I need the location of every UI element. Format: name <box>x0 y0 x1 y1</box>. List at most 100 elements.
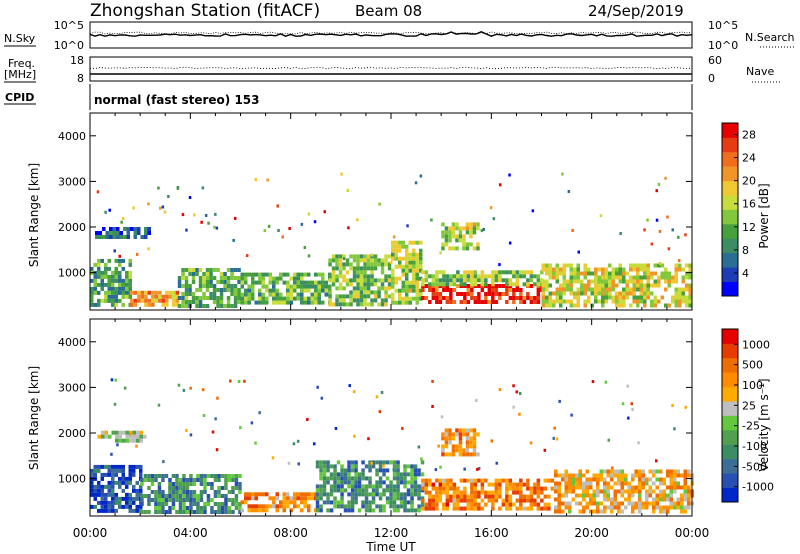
heatmap-cell <box>158 290 162 295</box>
heatmap-cell <box>196 474 200 478</box>
heatmap-cell <box>666 505 670 510</box>
heatmap-cell <box>375 460 379 465</box>
heatmap-cell <box>389 480 393 485</box>
heatmap-cell <box>373 298 378 303</box>
heatmap-cell <box>562 267 566 272</box>
heatmap-cell <box>480 478 485 483</box>
heatmap-cell <box>466 478 471 483</box>
heatmap-cell <box>286 280 290 285</box>
heatmap-cell <box>451 246 456 251</box>
heatmap-cell <box>529 274 534 279</box>
heatmap-cell <box>384 254 388 259</box>
heatmap-cell <box>361 460 365 465</box>
heatmap-cell <box>343 480 348 485</box>
heatmap-cell <box>268 504 272 509</box>
heatmap-cell <box>199 510 204 514</box>
heatmap-cell <box>361 476 365 481</box>
heatmap-cell <box>529 494 534 499</box>
heatmap-cell <box>660 263 664 268</box>
heatmap-cell <box>445 498 450 503</box>
heatmap-cell <box>340 468 344 473</box>
heatmap-cell <box>107 298 111 303</box>
heatmap-cell <box>385 476 390 481</box>
x-tick-label: 00:00 <box>675 526 710 540</box>
heatmap-cell <box>462 238 466 243</box>
heatmap-cell <box>484 274 488 279</box>
heatmap-cell <box>111 278 115 283</box>
heatmap-cell <box>428 478 432 483</box>
heatmap-cell <box>590 303 594 308</box>
heatmap-cell <box>387 266 392 271</box>
heatmap-cell <box>139 504 143 509</box>
heatmap-cell <box>178 482 183 486</box>
heatmap-cell <box>368 492 372 497</box>
heatmap-cell <box>473 506 478 511</box>
heatmap-cell <box>342 302 346 307</box>
heatmap-cell <box>123 227 127 231</box>
heatmap-cell <box>107 508 111 513</box>
heatmap-cell <box>363 286 367 291</box>
heatmap-cell <box>403 484 407 489</box>
heatmap-cell <box>128 286 132 291</box>
heatmap-cell <box>231 478 235 482</box>
heatmap-cell <box>491 292 495 296</box>
heatmap-cell <box>673 489 677 494</box>
heatmap-cell <box>258 508 262 513</box>
heatmap-cell <box>412 272 416 277</box>
heatmap-cell <box>620 489 624 494</box>
heatmap-cell <box>107 282 111 287</box>
heatmap-cell <box>571 477 575 482</box>
heatmap-cell <box>494 486 499 491</box>
heatmap-cell <box>480 274 485 279</box>
heatmap-cell <box>293 288 297 293</box>
heatmap-cell <box>130 290 134 295</box>
heatmap-cell <box>394 264 398 269</box>
heatmap-cell <box>648 493 652 498</box>
heatmap-cell <box>646 295 650 300</box>
heatmap-cell <box>198 280 203 284</box>
heatmap-cell <box>594 283 598 288</box>
heatmap-cell <box>462 242 466 247</box>
heatmap-cell <box>494 270 499 275</box>
colorbar-swatch <box>722 372 738 388</box>
heatmap-cell <box>90 480 94 485</box>
heatmap-cell <box>597 299 601 304</box>
heatmap-cell <box>580 283 584 288</box>
heatmap-cell <box>473 478 478 483</box>
heatmap-cell <box>673 469 677 474</box>
heatmap-cell <box>498 388 502 392</box>
colorbar-swatch <box>722 252 738 268</box>
heatmap-cell <box>519 482 523 487</box>
heatmap-cell <box>435 478 439 483</box>
heatmap-cell <box>685 263 689 268</box>
heatmap-cell <box>438 296 443 300</box>
heatmap-cell <box>601 287 605 292</box>
heatmap-cell <box>583 303 587 308</box>
heatmap-cell <box>469 242 473 247</box>
heatmap-cell <box>234 474 239 478</box>
heatmap-cell <box>541 267 545 272</box>
heatmap-cell <box>646 291 650 296</box>
heatmap-cell <box>377 258 381 263</box>
heatmap-cell <box>188 288 192 292</box>
heatmap-cell <box>147 502 151 506</box>
heatmap-cell <box>674 271 678 276</box>
heatmap-cell <box>363 262 367 267</box>
heatmap-cell <box>254 496 258 501</box>
heatmap-cell <box>569 291 573 296</box>
heatmap-cell <box>128 472 132 477</box>
heatmap-cell <box>100 282 104 287</box>
heatmap-cell <box>636 271 640 276</box>
sky-panel: 10^5 10^0 N.Sky 10^5 10^0 N.Search <box>4 19 795 52</box>
heatmap-cell <box>606 489 610 494</box>
heatmap-cell <box>329 464 334 469</box>
heatmap-cell <box>554 481 558 486</box>
heatmap-cell <box>435 490 439 495</box>
heatmap-cell <box>164 502 169 506</box>
heatmap-cell <box>391 292 395 297</box>
heatmap-cell <box>147 302 152 307</box>
heatmap-cell <box>296 276 300 281</box>
heatmap-cell <box>125 434 129 439</box>
heatmap-cell <box>209 292 213 296</box>
heatmap-cell <box>230 268 234 272</box>
